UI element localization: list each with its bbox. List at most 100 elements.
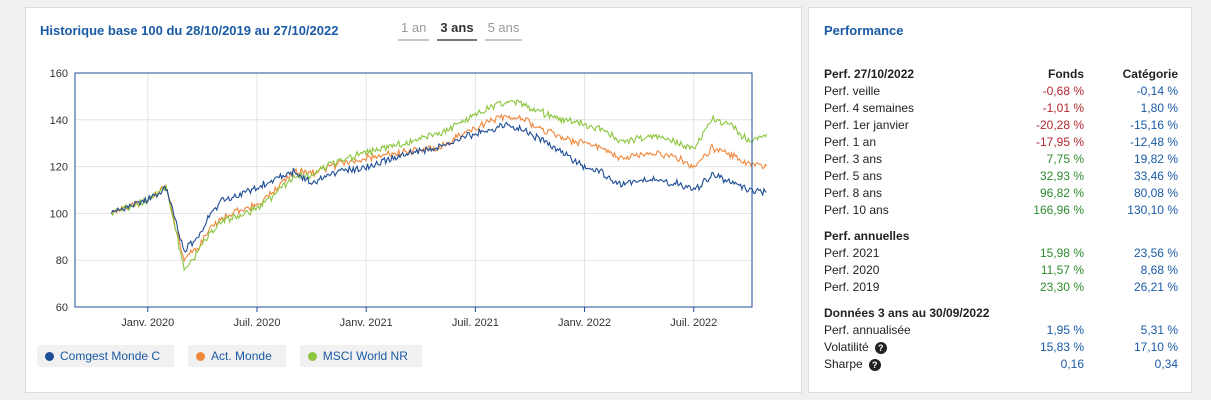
categorie-value: -12,48 % — [1129, 135, 1178, 149]
donnees-rows: Perf. annualisée 1,95 % 5,31 % Volatilité? 1… — [824, 322, 1179, 373]
table-row: Perf. annualisée 1,95 % 5,31 % — [824, 322, 1179, 339]
row-label-text: Volatilité — [824, 340, 869, 354]
x-tick-label: Janv. 2020 — [121, 317, 174, 329]
row-label: Perf. 1 an — [824, 134, 994, 151]
categorie-value: 8,68 % — [1140, 263, 1178, 277]
row-label-text: Perf. 2020 — [824, 263, 880, 277]
fonds-value: 0,16 — [1060, 357, 1084, 371]
row-label-text: Perf. 10 ans — [824, 203, 889, 217]
y-tick-label: 120 — [50, 162, 68, 174]
table-row: Perf. 5 ans 32,93 % 33,46 % — [824, 168, 1179, 185]
row-label: Perf. 8 ans — [824, 185, 994, 202]
x-tick-label: Juil. 2022 — [670, 317, 717, 329]
y-tick-label: 140 — [50, 115, 68, 127]
help-icon[interactable]: ? — [874, 341, 887, 354]
series-line-2 — [110, 99, 768, 272]
row-label: Perf. 5 ans — [824, 168, 994, 185]
legend-label: MSCI World NR — [322, 349, 408, 363]
categorie-value: 26,21 % — [1133, 280, 1178, 294]
y-tick-label: 100 — [50, 208, 68, 220]
categorie-value: -15,16 % — [1129, 118, 1178, 132]
table-row: Perf. 10 ans 166,96 % 130,10 % — [824, 202, 1179, 219]
y-tick-label: 160 — [50, 68, 68, 80]
plot-border — [74, 72, 753, 308]
legend-dot-icon — [45, 351, 54, 361]
categorie-value: 19,82 % — [1133, 152, 1178, 166]
table-row: Perf. 1er janvier -20,28 % -15,16 % — [824, 117, 1179, 134]
y-tick-label: 60 — [56, 302, 68, 314]
legend-label: Act. Monde — [211, 349, 272, 363]
table-row: Perf. 1 an -17,95 % -12,48 % — [824, 134, 1179, 151]
fonds-value: 15,98 % — [1039, 246, 1084, 260]
row-label: Perf. 2020 — [824, 262, 994, 279]
tab-3-ans[interactable]: 3 ans — [437, 20, 477, 41]
row-label: Perf. annualisée — [824, 322, 994, 339]
table-row: Perf. 2021 15,98 % 23,56 % — [824, 245, 1179, 262]
categorie-value: 130,10 % — [1127, 203, 1178, 217]
performance-table: Perf. 27/10/2022 Fonds Catégorie Perf. v… — [824, 66, 1179, 373]
performance-panel: Performance Perf. 27/10/2022 Fonds Catég… — [808, 7, 1192, 393]
legend-item-act-monde[interactable]: Act. Monde — [188, 345, 286, 367]
header-categorie: Catégorie — [1122, 67, 1178, 81]
series-line-0 — [110, 121, 767, 253]
fonds-value: 15,83 % — [1039, 340, 1084, 354]
legend-dot-icon — [196, 351, 206, 361]
categorie-value: -0,14 % — [1136, 84, 1178, 98]
row-label: Sharpe? — [824, 356, 994, 373]
categorie-value: 23,56 % — [1133, 246, 1178, 260]
row-label-text: Perf. 1er janvier — [824, 118, 909, 132]
perf-rows: Perf. veille -0,68 % -0,14 % Perf. 4 semain… — [824, 83, 1179, 219]
legend-dot-icon — [307, 351, 317, 361]
fonds-value: -0,68 % — [1042, 84, 1084, 98]
row-label-text: Perf. 8 ans — [824, 186, 883, 200]
donnees-section-title: Données 3 ans au 30/09/2022 — [824, 305, 1179, 322]
annual-section-title: Perf. annuelles — [824, 228, 1179, 245]
legend-item-comgest[interactable]: Comgest Monde C — [37, 345, 175, 367]
historique-panel: Historique base 100 du 28/10/2019 au 27/… — [25, 7, 802, 393]
performance-title: Performance — [824, 23, 904, 38]
table-row: Perf. 2020 11,57 % 8,68 % — [824, 262, 1179, 279]
row-label: Perf. 4 semaines — [824, 100, 994, 117]
x-tick-label: Juil. 2021 — [452, 317, 499, 329]
table-row: Perf. veille -0,68 % -0,14 % — [824, 83, 1179, 100]
y-tick-label: 80 — [56, 255, 68, 267]
x-tick-label: Juil. 2020 — [233, 317, 280, 329]
fonds-value: -20,28 % — [1035, 118, 1084, 132]
row-label: Volatilité? — [824, 339, 994, 356]
table-row: Volatilité? 15,83 % 17,10 % — [824, 339, 1179, 356]
row-label: Perf. 10 ans — [824, 202, 994, 219]
chart-legend: Comgest Monde C Act. Monde MSCI World NR — [37, 345, 422, 367]
row-label: Perf. 3 ans — [824, 151, 994, 168]
categorie-value: 1,80 % — [1140, 101, 1178, 115]
row-label-text: Perf. annualisée — [824, 323, 911, 337]
categorie-value: 5,31 % — [1140, 323, 1178, 337]
fonds-value: 23,30 % — [1039, 280, 1084, 294]
annual-rows: Perf. 2021 15,98 % 23,56 % Perf. 2020 11,57 … — [824, 245, 1179, 296]
donnees-title: Données 3 ans au 30/09/2022 — [824, 306, 990, 320]
categorie-value: 0,34 — [1154, 357, 1178, 371]
range-tabs: 1 an 3 ans 5 ans — [398, 20, 523, 41]
table-row: Perf. 2019 23,30 % 26,21 % — [824, 279, 1179, 296]
performance-header-row: Perf. 27/10/2022 Fonds Catégorie — [824, 66, 1179, 83]
legend-item-msci-world[interactable]: MSCI World NR — [299, 345, 422, 367]
row-label-text: Perf. 3 ans — [824, 152, 883, 166]
table-row: Perf. 8 ans 96,82 % 80,08 % — [824, 185, 1179, 202]
row-label-text: Perf. 4 semaines — [824, 101, 915, 115]
row-label-text: Perf. 1 an — [824, 135, 877, 149]
history-line-chart: 60 80 100 120 140 160 Janv. 2020 Juil. 2020 Janv… — [50, 68, 768, 329]
row-label: Perf. 1er janvier — [824, 117, 994, 134]
row-label: Perf. 2021 — [824, 245, 994, 262]
annual-title: Perf. annuelles — [824, 229, 910, 243]
table-row: Perf. 3 ans 7,75 % 19,82 % — [824, 151, 1179, 168]
fonds-value: 7,75 % — [1046, 152, 1084, 166]
fonds-value: 166,96 % — [1033, 203, 1084, 217]
header-fonds: Fonds — [1048, 67, 1084, 81]
tab-5-ans[interactable]: 5 ans — [484, 20, 523, 41]
table-row: Perf. 4 semaines -1,01 % 1,80 % — [824, 100, 1179, 117]
x-tick-label: Janv. 2022 — [558, 317, 611, 329]
categorie-value: 17,10 % — [1133, 340, 1178, 354]
tab-1-an[interactable]: 1 an — [398, 20, 430, 41]
help-icon[interactable]: ? — [868, 358, 881, 371]
fonds-value: -1,01 % — [1042, 101, 1084, 115]
row-label-text: Perf. 2019 — [824, 280, 880, 294]
